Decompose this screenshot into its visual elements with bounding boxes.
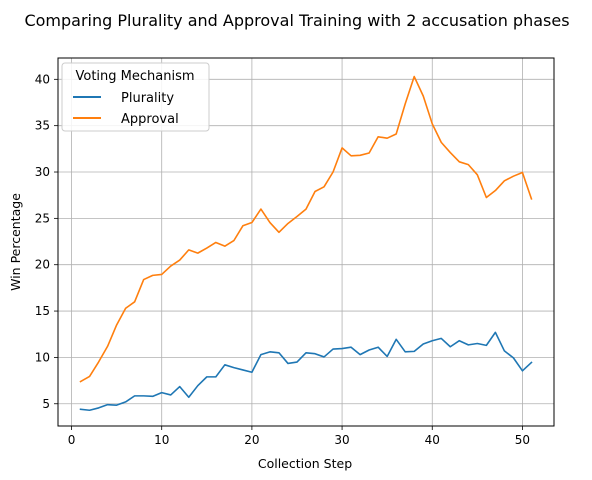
x-axis-label: Collection Step	[258, 456, 352, 471]
y-tick-label: 40	[35, 72, 50, 86]
y-tick-label: 30	[35, 165, 50, 179]
legend-label-plurality: Plurality	[121, 91, 174, 106]
gridlines	[58, 58, 554, 426]
y-tick-label: 15	[35, 304, 50, 318]
legend-label-approval: Approval	[121, 112, 179, 127]
x-tick-label: 40	[425, 433, 440, 447]
legend-box	[61, 62, 210, 132]
x-tick-label: 30	[334, 433, 349, 447]
series-lines	[79, 75, 533, 412]
y-axis-label: Win Percentage	[8, 193, 23, 291]
x-tick-label: 10	[154, 433, 169, 447]
y-tick-label: 5	[42, 397, 50, 411]
y-tick-label: 10	[35, 350, 50, 364]
y-tick-label: 20	[35, 258, 50, 272]
series-line-plurality	[79, 331, 533, 412]
legend-title: Voting Mechanism	[75, 69, 194, 84]
y-tick-label: 25	[35, 211, 50, 225]
x-axis-ticks: 0 10 20 30 40 50	[68, 426, 530, 447]
x-tick-label: 50	[515, 433, 530, 447]
x-tick-label: 0	[68, 433, 76, 447]
series-line-approval	[79, 75, 533, 383]
x-tick-label: 20	[244, 433, 259, 447]
y-tick-label: 35	[35, 119, 50, 133]
plot-area-frame	[57, 57, 555, 427]
chart-title: Comparing Plurality and Approval Trainin…	[24, 11, 569, 30]
y-axis-ticks: 5 10 15 20 25 30 35 40	[35, 72, 58, 411]
legend: Voting Mechanism Plurality Approval	[61, 62, 210, 132]
